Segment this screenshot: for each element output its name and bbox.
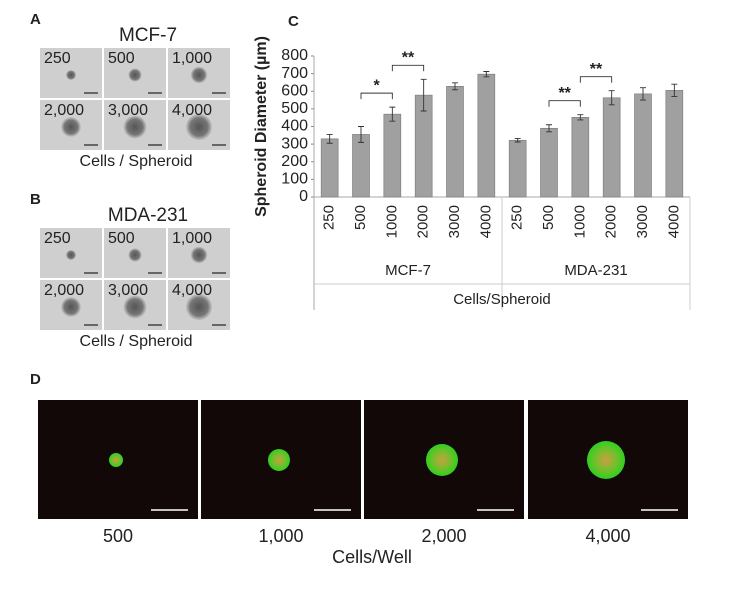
- error-bar: [577, 114, 584, 121]
- y-tick-label: 400: [281, 118, 308, 135]
- x-tick-label: 4000: [665, 205, 682, 238]
- x-tick-label: 1000: [571, 205, 588, 238]
- y-tick-label: 300: [281, 135, 308, 152]
- x-tick-label: 500: [540, 205, 557, 230]
- error-bar: [546, 124, 552, 133]
- spheroid: [123, 115, 147, 139]
- cell-count-label: 3,000: [108, 282, 148, 299]
- y-tick-label: 200: [281, 153, 308, 170]
- error-bar: [326, 133, 333, 144]
- panel-letter: A: [30, 11, 41, 28]
- x-tick-label: 3000: [634, 205, 651, 238]
- spheroid: [186, 114, 212, 140]
- bar: [383, 113, 402, 198]
- bar: [352, 134, 370, 198]
- cell-count-label: 2,000: [44, 282, 84, 299]
- bar: [320, 138, 339, 198]
- y-tick-label: 600: [281, 82, 308, 99]
- x-tick-label: 2000: [415, 205, 432, 238]
- bar: [508, 139, 527, 198]
- spheroid: [61, 297, 81, 317]
- significance-marker: *: [374, 77, 381, 94]
- x-tick-label: 1000: [383, 205, 400, 238]
- x-tick-label: 500: [352, 205, 369, 230]
- bar: [571, 117, 590, 198]
- spheroid: [190, 66, 208, 84]
- bar: [665, 90, 684, 198]
- cell-count-label: 1,000: [172, 50, 212, 67]
- panel-letter: B: [30, 191, 41, 208]
- green-spheroid: [109, 453, 123, 467]
- error-bar: [608, 90, 615, 106]
- cell-count-label: 2,000: [421, 526, 466, 546]
- significance-marker: **: [558, 85, 571, 102]
- error-bar: [671, 83, 678, 97]
- cell-count-label: 2,000: [44, 102, 84, 119]
- cell-count-label: 500: [108, 50, 135, 67]
- error-bar: [640, 87, 646, 101]
- y-tick-label: 500: [281, 100, 308, 117]
- x-axis-label: Cells / Spheroid: [80, 153, 193, 170]
- spheroid: [128, 68, 142, 82]
- cell-count-label: 500: [108, 230, 135, 247]
- spheroid: [61, 117, 81, 137]
- spheroid: [123, 295, 147, 319]
- error-bar: [358, 126, 364, 143]
- group-label: MCF-7: [385, 262, 431, 279]
- cell-count-label: 4,000: [585, 526, 630, 546]
- x-axis-label: Cells / Spheroid: [80, 333, 193, 350]
- error-bar: [389, 106, 396, 122]
- error-bar: [452, 82, 458, 91]
- x-tick-label: 2000: [603, 205, 620, 238]
- cell-count-label: 1,000: [258, 526, 303, 546]
- cell-count-label: 1,000: [172, 230, 212, 247]
- green-spheroid: [268, 449, 290, 471]
- green-spheroid: [587, 441, 625, 479]
- cell-count-label: 250: [44, 50, 71, 67]
- error-bar: [483, 71, 490, 78]
- panel-title: MCF-7: [119, 25, 177, 46]
- spheroid: [128, 248, 142, 262]
- y-axis-label: Spheroid Diameter (µm): [253, 36, 270, 217]
- bar: [446, 86, 464, 198]
- bar: [540, 127, 558, 198]
- panel-title: MDA-231: [108, 205, 188, 226]
- spheroid: [66, 70, 76, 80]
- x-tick-label: 4000: [477, 205, 494, 238]
- error-bar: [420, 78, 427, 112]
- significance-bracket: [548, 100, 581, 107]
- spheroid: [66, 250, 76, 260]
- spheroid: [186, 294, 212, 320]
- significance-bracket: [579, 76, 613, 83]
- group-label: MDA-231: [564, 262, 627, 279]
- cell-count-label: 3,000: [108, 102, 148, 119]
- x-tick-label: 250: [321, 205, 338, 230]
- y-tick-label: 100: [281, 171, 308, 188]
- green-spheroid: [426, 444, 458, 476]
- spheroid: [190, 246, 208, 264]
- x-tick-label: 3000: [446, 205, 463, 238]
- cell-count-label: 4,000: [172, 102, 212, 119]
- significance-bracket: [391, 64, 425, 72]
- y-tick-label: 700: [281, 65, 308, 82]
- cell-count-label: 4,000: [172, 282, 212, 299]
- significance-bracket: [360, 92, 393, 100]
- x-axis-label: Cells/Spheroid: [453, 291, 551, 308]
- significance-marker: **: [590, 61, 603, 78]
- x-tick-label: 250: [509, 205, 526, 230]
- bar: [634, 93, 652, 198]
- panel-letter: C: [288, 13, 299, 30]
- bar: [477, 73, 496, 198]
- significance-marker: **: [402, 49, 415, 66]
- y-tick-label: 0: [299, 188, 308, 205]
- cell-count-label: 250: [44, 230, 71, 247]
- y-tick-label: 800: [281, 47, 308, 64]
- x-axis-label: Cells/Well: [332, 547, 412, 567]
- panel-letter: D: [30, 371, 41, 388]
- error-bar: [514, 138, 521, 143]
- cell-count-label: 500: [103, 526, 133, 546]
- bar: [602, 97, 621, 198]
